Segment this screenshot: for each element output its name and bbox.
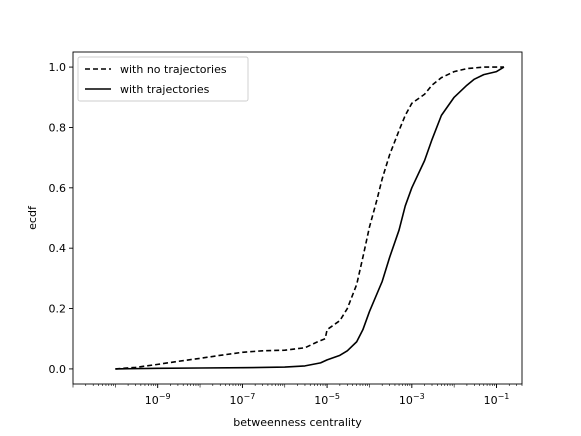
y-tick-label: 0.2	[49, 303, 67, 316]
x-axis-label: betweenness centrality	[233, 416, 362, 429]
series-line-no-trajectories	[115, 66, 504, 370]
legend: with no trajectories with trajectories	[77, 56, 249, 102]
series-layer	[115, 66, 505, 370]
y-tick-label: 0.0	[49, 363, 67, 376]
y-tick-label: 0.6	[49, 182, 67, 195]
y-tick-label: 1.0	[49, 61, 67, 74]
plot-frame	[72, 51, 523, 385]
y-tick-label: 0.8	[49, 121, 67, 134]
x-tick-label: 10−5	[314, 392, 340, 407]
y-axis-label: ecdf	[26, 205, 39, 230]
x-tick-label: 10−9	[145, 392, 171, 407]
y-tick-label: 0.4	[49, 242, 67, 255]
x-axis-ticks: 10−9 10−7 10−5 10−3 10−1	[72, 384, 523, 407]
x-tick-label: 10−1	[484, 392, 510, 407]
x-tick-label: 10−7	[230, 392, 256, 407]
legend-box	[77, 56, 249, 102]
x-tick-label: 10−3	[399, 392, 425, 407]
legend-label-trajectories: with trajectories	[120, 83, 210, 96]
series-line-trajectories	[115, 66, 505, 370]
legend-label-no-trajectories: with no trajectories	[120, 63, 227, 76]
y-axis-ticks: 0.0 0.2 0.4 0.6 0.8 1.0	[49, 61, 73, 376]
